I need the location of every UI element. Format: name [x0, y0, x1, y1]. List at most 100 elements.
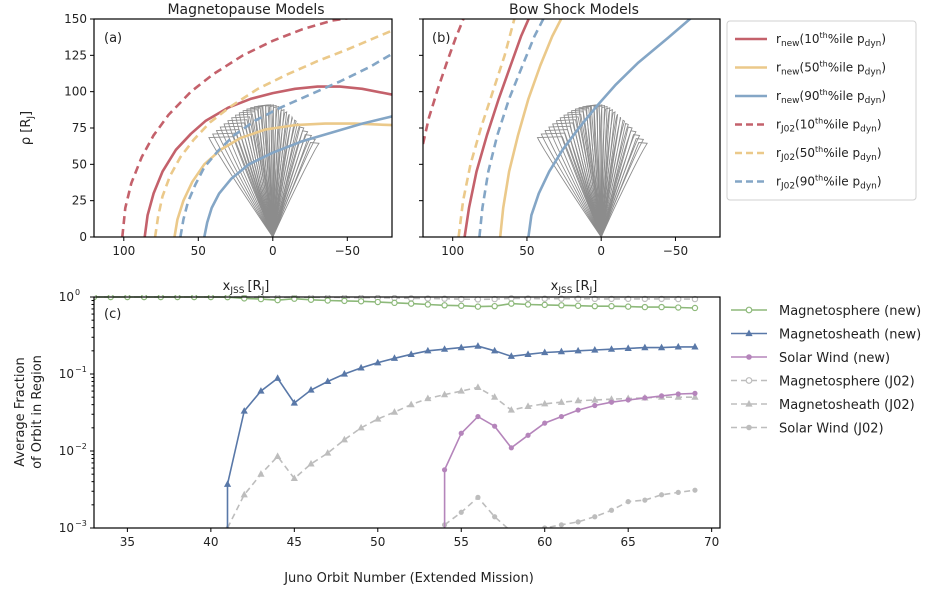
data-point [357, 298, 365, 305]
data-point [474, 303, 482, 310]
juno-orbit [600, 107, 611, 237]
panel-region-fraction: (c) Average Fraction of Orbit in Region J… [13, 288, 721, 586]
data-point [340, 370, 348, 377]
data-point [625, 499, 631, 505]
series-line [226, 386, 695, 528]
data-point [324, 297, 331, 304]
data-point [509, 529, 514, 534]
legend-label: rJ02(50th%ile pdyn) [776, 145, 882, 163]
data-point [574, 302, 582, 309]
x-tick-label: −50 [663, 244, 688, 258]
panel-c-xlabel: Juno Orbit Number (Extended Mission) [283, 571, 534, 586]
data-point [491, 346, 499, 354]
juno-orbit [600, 119, 626, 237]
model-curve-solid-0 [463, 19, 531, 237]
data-point [341, 297, 348, 305]
data-point [424, 301, 432, 308]
y-tick-label: 125 [64, 48, 87, 62]
panel-a-title: Magnetopause Models [167, 2, 324, 18]
model-curve-dashed-3 [121, 19, 352, 237]
data-point [492, 423, 498, 429]
plot-area [423, 19, 692, 237]
x-tick-label: 35 [120, 535, 135, 549]
data-point [608, 399, 615, 405]
juno-orbit [272, 109, 285, 237]
data-point [374, 358, 382, 366]
juno-orbit [265, 104, 274, 237]
data-point [424, 394, 432, 402]
y-tick-label: 100 [64, 85, 87, 99]
data-point [524, 350, 532, 357]
juno-orbit [600, 114, 619, 237]
data-point [508, 300, 515, 307]
data-point [390, 354, 399, 361]
panel-b-xlabel: xJSS [RJ] [551, 279, 598, 296]
panel-magnetopause: Magnetopause Models (a) ρ [RJ] xJSS [RJ] … [19, 2, 393, 296]
x-tick-label: 0 [597, 244, 605, 258]
data-point [608, 507, 615, 513]
panel-c-label: (c) [104, 307, 121, 322]
juno-orbit [272, 115, 293, 237]
panel-a-label: (a) [104, 31, 122, 46]
juno-orbit [268, 104, 277, 237]
data-point [541, 348, 549, 356]
data-point [441, 302, 448, 309]
data-point [675, 489, 681, 495]
data-point [542, 420, 548, 426]
model-curve-solid-2 [203, 115, 392, 237]
data-point [657, 343, 666, 351]
juno-trajectories [536, 104, 648, 237]
juno-orbit [593, 104, 603, 237]
y-tick-label: 50 [72, 157, 87, 171]
data-point [592, 514, 598, 520]
legend-marker [746, 424, 752, 431]
series-line [444, 489, 696, 528]
data-point [558, 522, 565, 528]
legend-label: Solar Wind (new) [779, 351, 890, 366]
data-point [407, 300, 415, 307]
y-tick-exponent: 0 [75, 288, 80, 297]
data-point [340, 435, 348, 443]
data-point [390, 408, 399, 415]
legend-label: rnew(10th%ile pdyn) [776, 31, 886, 49]
juno-orbit [571, 109, 602, 237]
data-point [224, 536, 231, 543]
data-point [591, 345, 599, 353]
model-curve-solid-1 [173, 122, 392, 237]
x-tick-label: 50 [519, 244, 534, 258]
data-point [290, 399, 298, 406]
series-magnetosheath-new- [223, 342, 699, 543]
model-curve-solid-1 [498, 19, 563, 237]
juno-orbit [242, 109, 274, 237]
data-point [575, 407, 581, 413]
y-tick-label: 0 [79, 230, 87, 244]
x-tick-label: 0 [269, 244, 277, 258]
series-solar-wind-new- [441, 390, 698, 528]
data-point [574, 346, 582, 354]
model-curve-solid-2 [527, 19, 692, 237]
juno-orbit [600, 116, 622, 237]
juno-orbit [600, 142, 648, 237]
data-point [440, 390, 449, 398]
data-point [374, 298, 381, 306]
legend-label: rnew(90th%ile pdyn) [776, 88, 886, 106]
plot-frame [93, 296, 721, 529]
data-point [608, 302, 615, 310]
x-tick-label: 50 [191, 244, 206, 258]
data-point [458, 509, 464, 515]
juno-orbit [600, 126, 633, 237]
model-curve-dashed-5 [179, 52, 392, 237]
data-point [691, 393, 699, 400]
y-tick-label: 75 [72, 121, 87, 135]
panel-a-xlabel: xJSS [RJ] [223, 279, 270, 296]
model-curve-solid-0 [143, 85, 392, 237]
data-point [508, 445, 514, 451]
data-point [625, 397, 631, 403]
data-point [574, 396, 582, 404]
data-point [290, 474, 298, 482]
juno-orbit [223, 122, 274, 237]
juno-orbit [272, 126, 305, 237]
data-point [240, 407, 248, 414]
legend-regions: Magnetosphere (new) Magnetosheath (new) So… [731, 304, 921, 437]
